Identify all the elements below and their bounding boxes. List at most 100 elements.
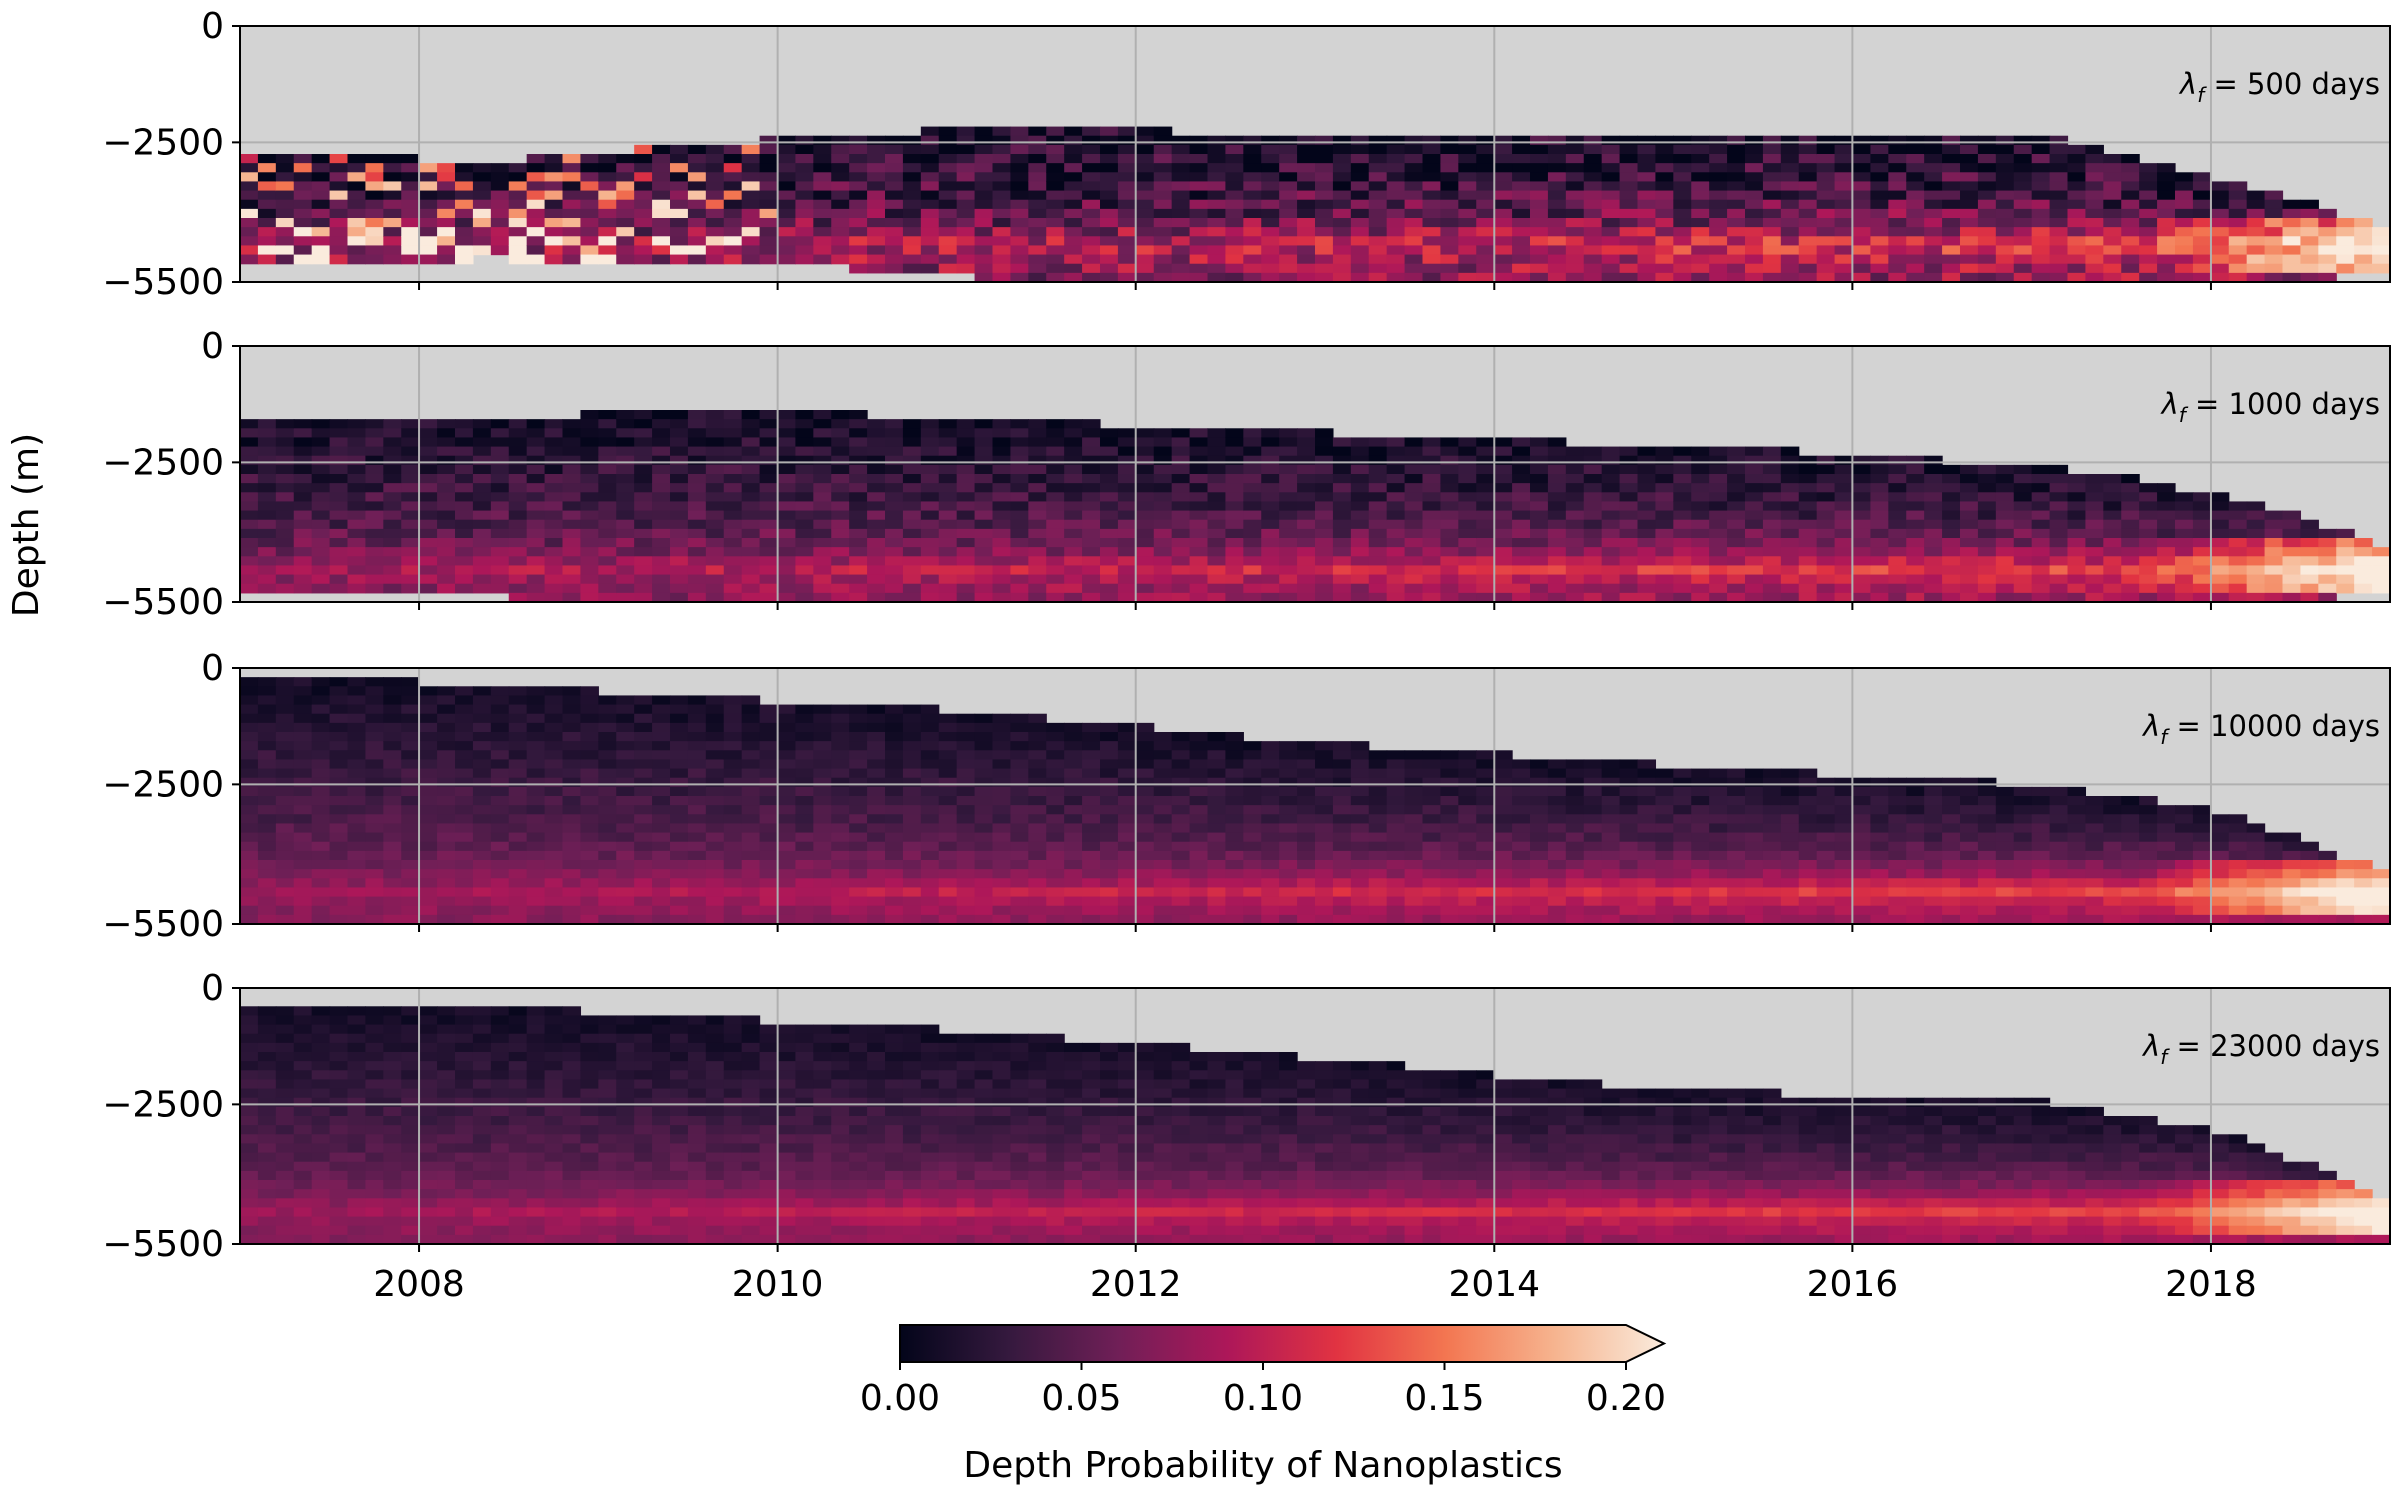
heatmap-cell	[616, 786, 635, 797]
heatmap-cell	[1960, 583, 1979, 594]
heatmap-cell	[885, 777, 904, 788]
heatmap-cell	[1906, 492, 1925, 503]
heatmap-cell	[992, 208, 1012, 219]
heatmap-cell	[670, 592, 689, 603]
heatmap-cell	[741, 464, 761, 475]
heatmap-cell	[1225, 574, 1244, 585]
heatmap-cell	[2210, 263, 2230, 274]
heatmap-cell	[867, 254, 886, 265]
heatmap-cell	[777, 574, 797, 585]
heatmap-cell	[455, 814, 474, 825]
heatmap-cell	[652, 410, 671, 420]
heatmap-cell	[1834, 592, 1854, 603]
heatmap-cell	[741, 154, 761, 164]
heatmap-cell	[885, 786, 904, 797]
heatmap-cell	[705, 419, 725, 429]
heatmap-cell	[777, 860, 797, 870]
heatmap-cell	[311, 538, 331, 548]
heatmap-cell	[902, 704, 922, 715]
heatmap-cell	[1046, 483, 1065, 493]
heatmap-cell	[1315, 474, 1334, 484]
heatmap-cell	[2103, 592, 2122, 603]
heatmap-cell	[938, 750, 958, 761]
heatmap-cell	[311, 814, 331, 825]
heatmap-cell	[1619, 538, 1639, 548]
heatmap-cell	[687, 759, 707, 770]
heatmap-cell	[1977, 474, 1997, 484]
heatmap-cell	[1906, 135, 1925, 146]
heatmap-cell	[885, 419, 904, 429]
heatmap-cell	[1225, 583, 1244, 594]
heatmap-cell	[2139, 574, 2158, 585]
heatmap-cell	[867, 519, 886, 530]
heatmap-cell	[1924, 172, 1943, 183]
heatmap-cell	[1153, 272, 1173, 283]
heatmap-cell	[705, 878, 725, 889]
heatmap-cell	[1404, 254, 1424, 265]
heatmap-cell	[1673, 446, 1692, 457]
heatmap-cell	[1046, 565, 1065, 576]
heatmap-cell	[992, 565, 1012, 576]
heatmap-cell	[1888, 263, 1907, 274]
heatmap-cell	[1261, 574, 1280, 585]
heatmap-cell	[616, 869, 635, 879]
heatmap-cell	[723, 869, 743, 879]
heatmap-cell	[795, 135, 814, 146]
heatmap-cell	[813, 832, 832, 843]
heatmap-cell	[562, 860, 582, 870]
heatmap-cell	[1798, 483, 1818, 493]
heatmap-cell	[2175, 254, 2194, 265]
heatmap-cell	[526, 419, 546, 429]
heatmap-cell	[1297, 254, 1316, 265]
heatmap-cell	[2336, 263, 2355, 274]
heatmap-cell	[634, 547, 653, 557]
heatmap-cell	[634, 538, 653, 548]
heatmap-cell	[257, 419, 277, 429]
heatmap-cell	[257, 181, 277, 192]
heatmap-cell	[1727, 592, 1746, 603]
heatmap-cell	[1207, 272, 1227, 283]
heatmap-cell	[1117, 181, 1137, 192]
heatmap-cell	[1691, 135, 1710, 146]
heatmap-cell	[1924, 464, 1943, 475]
heatmap-cell	[956, 181, 976, 192]
heatmap-cell	[240, 814, 259, 825]
heatmap-cell	[544, 510, 564, 521]
heatmap-cell	[1440, 474, 1459, 484]
heatmap-cell	[992, 805, 1012, 815]
heatmap-cell	[1404, 181, 1424, 192]
heatmap-cell	[1727, 245, 1746, 256]
heatmap-cell	[1100, 583, 1119, 594]
heatmap-cell	[777, 914, 797, 925]
heatmap-cell	[401, 446, 420, 457]
heatmap-cell	[813, 190, 832, 201]
heatmap-cell	[311, 565, 331, 576]
heatmap-cell	[419, 199, 438, 210]
heatmap-cell	[1297, 181, 1316, 192]
heatmap-cell	[1727, 501, 1746, 512]
heatmap-cell	[2264, 190, 2284, 201]
heatmap-cell	[1332, 154, 1352, 164]
heatmap-cell	[240, 574, 259, 585]
heatmap-cell	[1888, 272, 1907, 283]
heatmap-cell	[831, 905, 850, 916]
heatmap-cell	[1207, 565, 1227, 576]
heatmap-cell	[920, 464, 940, 475]
heatmap-cell	[1565, 218, 1585, 228]
heatmap-cell	[1350, 492, 1370, 503]
heatmap-cell	[1942, 263, 1961, 274]
heatmap-cell	[1977, 245, 1997, 256]
heatmap-cell	[723, 446, 743, 457]
heatmap-cells	[240, 410, 2391, 603]
heatmap-cell	[472, 814, 492, 825]
heatmap-cell	[1153, 181, 1173, 192]
heatmap-cell	[383, 154, 402, 164]
heatmap-cell	[1135, 547, 1155, 557]
heatmap-cell	[920, 832, 940, 843]
heatmap-cell	[437, 887, 456, 898]
heatmap-cell	[1619, 254, 1639, 265]
heatmap-cell	[1852, 556, 1872, 567]
heatmap-cell	[526, 501, 546, 512]
heatmap-cell	[311, 519, 331, 530]
heatmap-cell	[920, 208, 940, 219]
